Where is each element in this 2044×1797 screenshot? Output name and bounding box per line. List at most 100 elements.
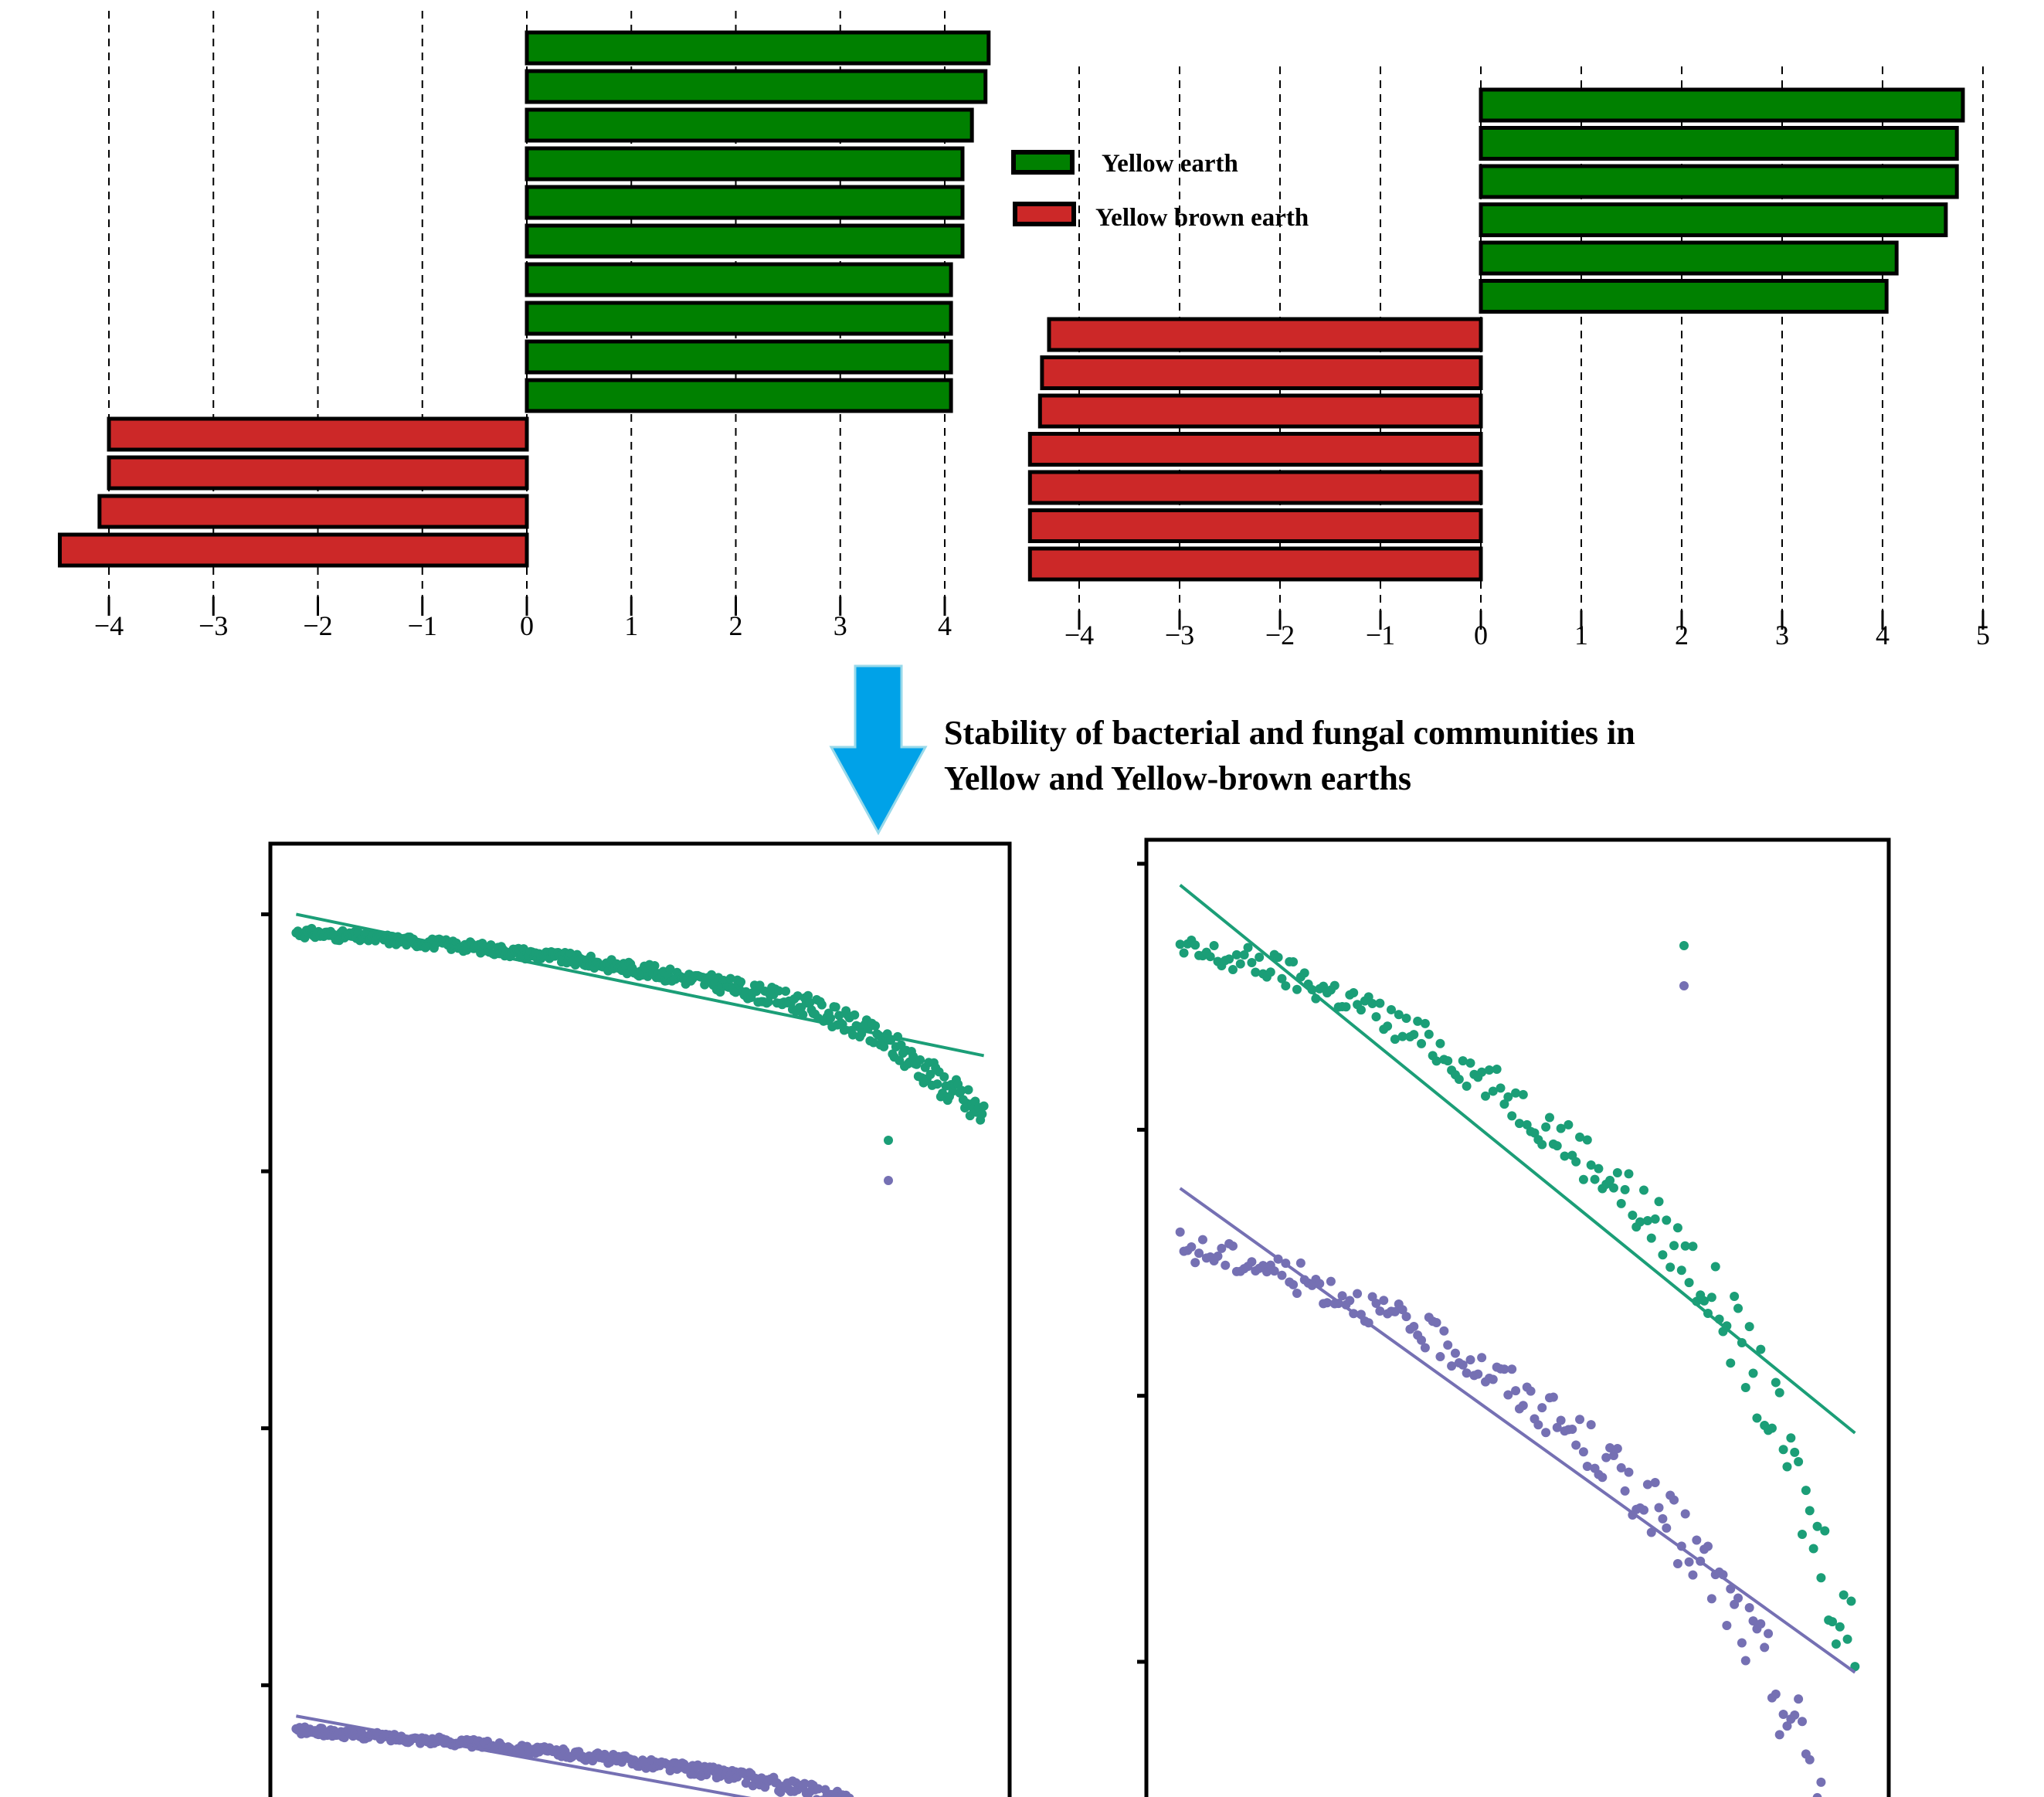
data-point	[817, 1000, 827, 1010]
regression-line	[1179, 883, 1856, 1435]
data-point	[1175, 1227, 1185, 1237]
data-point	[1699, 1296, 1710, 1306]
data-point	[1190, 940, 1200, 950]
data-point	[1646, 1233, 1656, 1243]
data-point	[1394, 1010, 1404, 1020]
x-tick-label: 5	[1976, 620, 1990, 651]
x-tick-label: 0	[520, 610, 534, 641]
data-point	[1624, 1169, 1634, 1179]
data-point	[1499, 1364, 1509, 1374]
data-point	[1447, 1361, 1457, 1371]
legend-marker-ybe	[884, 1176, 893, 1185]
x-tick-label: −4	[94, 610, 124, 641]
data-point	[1522, 1119, 1532, 1129]
data-point	[1409, 1030, 1419, 1040]
data-point	[1797, 1717, 1807, 1727]
stability-fungi-chart	[1137, 837, 1891, 1797]
legend-marker-ye	[1679, 941, 1689, 950]
data-point	[1273, 953, 1283, 963]
data-point	[1616, 1198, 1626, 1208]
regression-line	[295, 912, 985, 1058]
data-point	[1740, 1383, 1750, 1393]
data-point	[1454, 1074, 1464, 1084]
data-point	[1507, 1364, 1517, 1374]
data-point	[1537, 1140, 1547, 1150]
data-point	[979, 1101, 989, 1111]
data-point	[932, 1079, 942, 1089]
data-point	[1353, 1289, 1363, 1299]
data-point	[1548, 1392, 1558, 1402]
data-point	[1703, 1541, 1713, 1551]
data-point	[1590, 1174, 1600, 1184]
data-point	[1669, 1495, 1679, 1505]
figure-title-line-1: Stability of bacterial and fungal commun…	[944, 714, 1635, 752]
data-point	[1586, 1160, 1596, 1170]
data-point	[1639, 1185, 1649, 1195]
data-point	[1511, 1088, 1521, 1098]
data-point	[1680, 1241, 1690, 1251]
data-point	[1744, 1322, 1754, 1332]
series-ybe	[291, 1714, 854, 1797]
data-point	[1658, 1513, 1668, 1524]
data-point	[1371, 1299, 1381, 1309]
data-point	[1289, 1279, 1299, 1289]
data-point	[1435, 1038, 1445, 1048]
data-point	[1477, 1353, 1487, 1363]
data-point	[1481, 1091, 1491, 1101]
data-point	[1624, 1467, 1634, 1477]
data-point	[1179, 948, 1189, 958]
data-point	[1541, 1428, 1551, 1438]
data-point	[1465, 1355, 1475, 1365]
legend-swatch-yellow-earth	[1011, 150, 1075, 175]
data-point	[1794, 1457, 1804, 1467]
data-point	[1439, 1326, 1449, 1336]
bar	[1027, 508, 1483, 543]
data-point	[1209, 940, 1219, 950]
data-point	[1771, 1689, 1781, 1699]
x-tick-label: 1	[1574, 620, 1588, 651]
data-point	[1654, 1197, 1664, 1207]
bar	[525, 185, 965, 220]
data-point	[1662, 1523, 1672, 1533]
data-point	[834, 1011, 844, 1021]
data-point	[1672, 1223, 1682, 1233]
data-point	[1397, 1031, 1407, 1041]
data-point	[1420, 1343, 1430, 1353]
data-point	[774, 986, 784, 996]
plot-frame	[268, 841, 1012, 1797]
bar	[1479, 164, 1959, 199]
data-point	[1473, 1369, 1483, 1379]
data-point	[1676, 1265, 1686, 1276]
data-point	[736, 977, 746, 987]
data-point	[1518, 1089, 1528, 1099]
bar	[1479, 279, 1889, 314]
data-point	[402, 940, 412, 950]
bar	[525, 339, 953, 375]
data-point	[1771, 1377, 1781, 1388]
data-point	[1575, 1415, 1585, 1425]
bar	[107, 416, 529, 452]
data-point	[1808, 1544, 1818, 1554]
data-point	[1413, 1016, 1423, 1026]
bar	[1047, 317, 1483, 352]
data-point	[1277, 973, 1287, 983]
data-point	[1812, 1521, 1822, 1531]
data-point	[1390, 1034, 1400, 1045]
data-point	[1175, 939, 1185, 949]
data-point	[1767, 1423, 1777, 1433]
data-point	[1594, 1163, 1604, 1174]
bar	[1027, 546, 1483, 582]
bar	[525, 223, 965, 259]
x-tick-label: 2	[729, 610, 743, 641]
data-point	[1828, 1617, 1838, 1627]
data-point	[1733, 1303, 1744, 1313]
bar	[1479, 202, 1948, 237]
data-point	[1605, 1175, 1615, 1185]
data-point	[1571, 1157, 1581, 1167]
data-point	[1424, 1029, 1434, 1039]
bar	[525, 301, 953, 336]
data-point	[1544, 1113, 1554, 1123]
x-tick-label: 4	[938, 610, 952, 641]
data-point	[1737, 1638, 1747, 1648]
